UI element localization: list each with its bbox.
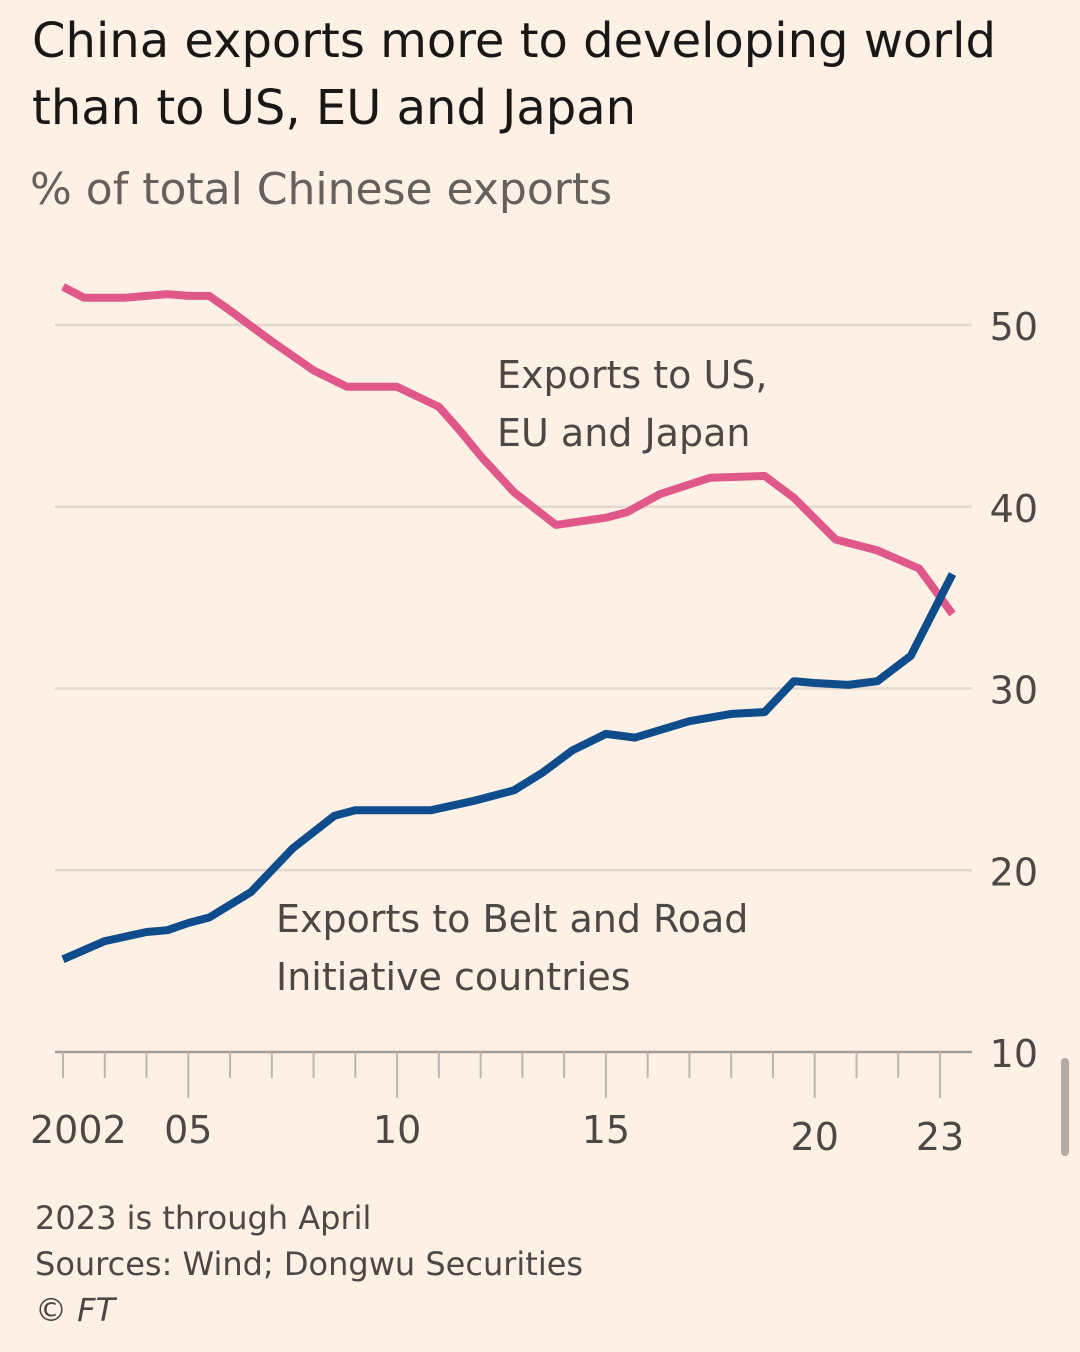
y-tick-label-20: 20 — [990, 850, 1038, 894]
y-tick-label-40: 40 — [990, 487, 1038, 531]
series-label-us-eu-japan-line-2: EU and Japan — [497, 411, 750, 455]
x-tick-label-2002: 2002 — [30, 1108, 127, 1152]
sources-note: Sources: Wind; Dongwu Securities — [35, 1245, 584, 1283]
x-tick-label-05: 05 — [164, 1108, 212, 1152]
scrollbar-thumb[interactable] — [1061, 1058, 1069, 1156]
chart-footer: 2023 is through April Sources: Wind; Don… — [35, 1195, 583, 1333]
y-tick-label-30: 30 — [990, 669, 1038, 713]
footnote: 2023 is through April — [35, 1199, 372, 1237]
y-tick-label-10: 10 — [990, 1032, 1038, 1076]
x-tick-label-23: 23 — [916, 1115, 964, 1159]
x-tick-label-15: 15 — [582, 1108, 630, 1152]
series-label-us-eu-japan-line-1: Exports to US, — [497, 353, 768, 397]
series-label-belt-and-road-line-2: Initiative countries — [276, 955, 631, 999]
chart-title: China exports more to developing world t… — [32, 13, 996, 136]
series-line-us-eu-japan — [61, 283, 956, 617]
series-label-belt-and-road-line-1: Exports to Belt and Road — [276, 897, 748, 941]
x-tick-label-20: 20 — [791, 1115, 839, 1159]
series-line-belt-and-road — [61, 572, 957, 963]
chart-subtitle: % of total Chinese exports — [30, 164, 613, 215]
copyright-credit: © FT — [35, 1291, 116, 1329]
x-tick-label-10: 10 — [373, 1108, 421, 1152]
y-tick-label-50: 50 — [990, 305, 1038, 349]
